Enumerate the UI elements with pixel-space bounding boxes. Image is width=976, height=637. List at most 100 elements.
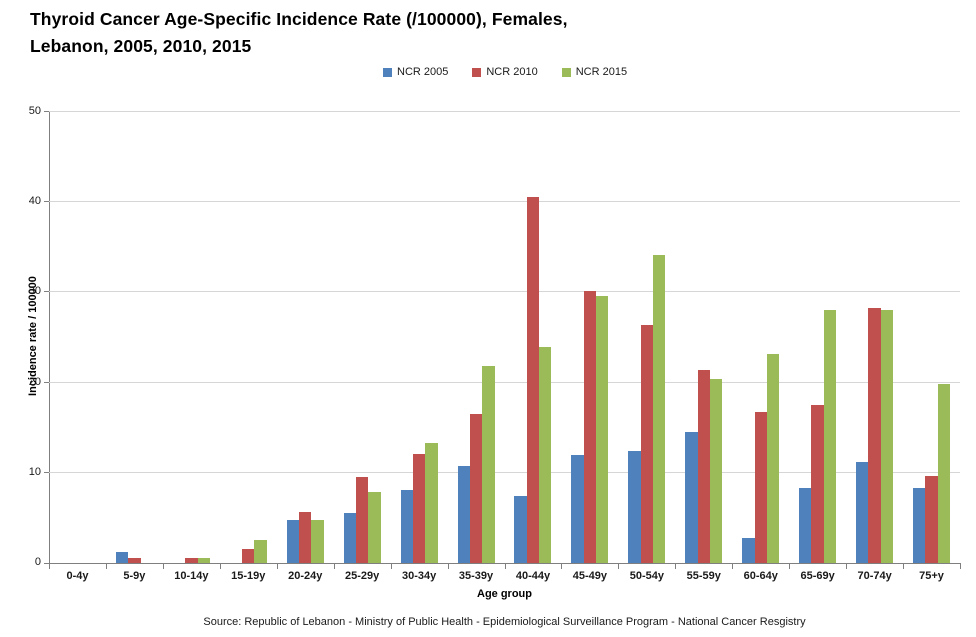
x-category-label-65-69y: 65-69y xyxy=(800,570,835,582)
chart-title-line1: Thyroid Cancer Age-Specific Incidence Ra… xyxy=(30,9,568,29)
bar-ncr-2015-60-64y xyxy=(766,353,780,563)
gridline-20 xyxy=(49,381,960,383)
bar-ncr-2015-50-54y xyxy=(653,255,666,563)
bar-ncr-2010-40-44y xyxy=(526,196,540,563)
x-category-label-70-74y: 70-74y xyxy=(857,570,892,582)
y-axis-tick-20 xyxy=(44,381,49,383)
x-category-label-35-39y: 35-39y xyxy=(458,570,494,582)
x-axis-tick xyxy=(561,564,563,569)
bar-ncr-2005-20-24y xyxy=(286,519,300,563)
bar-ncr-2005-35-39y xyxy=(457,465,470,563)
y-axis-tick-50 xyxy=(44,111,49,112)
bar-ncr-2010-55-59y xyxy=(697,369,710,563)
x-axis-tick xyxy=(162,564,164,569)
bar-ncr-2010-45-49y xyxy=(583,291,597,563)
bar-ncr-2015-70-74y xyxy=(880,309,894,563)
x-axis-tick xyxy=(504,564,506,569)
x-axis-tick xyxy=(789,564,791,569)
legend-label: NCR 2015 xyxy=(575,66,628,78)
x-category-label-45-49y: 45-49y xyxy=(572,570,608,582)
chart-title-line2: Lebanon, 2005, 2010, 2015 xyxy=(30,36,252,56)
x-category-label-75+y: 75+y xyxy=(919,570,944,582)
bar-ncr-2005-75+y xyxy=(913,488,926,563)
bar-ncr-2015-25-29y xyxy=(368,491,381,563)
x-axis-tick xyxy=(675,564,677,569)
bar-ncr-2015-10-14y xyxy=(197,557,210,563)
legend-swatch-icon xyxy=(472,67,482,77)
x-axis-tick xyxy=(732,564,734,569)
bar-ncr-2005-40-44y xyxy=(514,496,527,563)
legend-swatch-icon xyxy=(383,67,392,77)
bar-ncr-2005-45-49y xyxy=(571,454,584,563)
x-category-label-10-14y: 10-14y xyxy=(174,570,209,582)
x-axis-tick xyxy=(105,564,107,569)
bar-ncr-2005-65-69y xyxy=(799,488,812,563)
bar-ncr-2015-65-69y xyxy=(823,310,837,563)
x-category-label-25-29y: 25-29y xyxy=(345,570,380,582)
y-tick-label-30: 30 xyxy=(28,285,41,298)
bar-ncr-2015-55-59y xyxy=(709,378,723,563)
y-tick-label-40: 40 xyxy=(28,195,41,208)
bar-ncr-2005-50-54y xyxy=(628,451,641,563)
legend-label: NCR 2010 xyxy=(486,66,538,78)
y-axis-tick-40 xyxy=(44,201,49,203)
bar-ncr-2005-5-9y xyxy=(115,552,129,563)
x-axis-tick xyxy=(333,564,335,569)
bar-ncr-2010-65-69y xyxy=(811,405,824,563)
gridline-10 xyxy=(49,471,960,473)
x-category-label-20-24y: 20-24y xyxy=(288,570,323,582)
x-category-label-0-4y: 0-4y xyxy=(66,570,89,582)
bar-ncr-2010-5-9y xyxy=(128,558,141,563)
bar-ncr-2015-20-24y xyxy=(311,519,324,563)
x-axis-tick xyxy=(276,564,278,569)
source-text: Source: Republic of Lebanon - Ministry o… xyxy=(203,616,806,628)
gridline-50 xyxy=(49,111,960,112)
bar-ncr-2015-40-44y xyxy=(539,346,552,563)
y-tick-label-20: 20 xyxy=(28,375,41,388)
x-axis-tick xyxy=(390,564,392,569)
bar-ncr-2005-60-64y xyxy=(742,537,755,563)
x-category-label-30-34y: 30-34y xyxy=(401,570,437,582)
bar-ncr-2005-30-34y xyxy=(400,489,413,563)
bar-ncr-2005-55-59y xyxy=(685,432,698,563)
legend-item-ncr-2005: NCR 2005 xyxy=(383,66,448,78)
y-axis-tick-30 xyxy=(44,291,49,293)
x-axis-tick xyxy=(846,564,848,569)
y-axis-tick-10 xyxy=(44,471,49,473)
legend-label: NCR 2005 xyxy=(397,66,449,78)
x-category-label-5-9y: 5-9y xyxy=(123,570,146,582)
bar-ncr-2015-30-34y xyxy=(425,443,438,563)
x-category-label-60-64y: 60-64y xyxy=(743,570,778,582)
y-tick-label-50: 50 xyxy=(28,105,41,117)
y-tick-label-10: 10 xyxy=(28,465,41,478)
x-axis-tick xyxy=(49,564,50,569)
bar-ncr-2010-30-34y xyxy=(412,453,426,563)
legend-item-ncr-2010: NCR 2010 xyxy=(472,66,538,78)
bar-ncr-2010-20-24y xyxy=(299,512,312,563)
bar-ncr-2010-15-19y xyxy=(242,549,255,563)
y-axis-tick-0 xyxy=(44,563,49,564)
bar-ncr-2005-70-74y xyxy=(856,461,869,563)
bar-ncr-2010-10-14y xyxy=(185,558,198,563)
gridline-40 xyxy=(49,201,960,203)
bar-ncr-2010-75+y xyxy=(925,475,938,563)
plot-area xyxy=(49,112,961,564)
bar-ncr-2010-35-39y xyxy=(469,414,483,563)
bar-ncr-2010-60-64y xyxy=(754,412,767,563)
x-axis-title: Age group xyxy=(477,588,532,600)
x-category-label-40-44y: 40-44y xyxy=(515,570,551,582)
x-category-label-50-54y: 50-54y xyxy=(629,570,664,582)
bar-ncr-2010-70-74y xyxy=(868,307,881,563)
bar-ncr-2010-25-29y xyxy=(355,477,369,563)
x-axis-tick xyxy=(960,564,961,569)
bar-ncr-2015-45-49y xyxy=(596,296,609,563)
bar-ncr-2015-15-19y xyxy=(254,540,267,563)
x-axis-tick xyxy=(447,564,449,569)
bar-ncr-2015-35-39y xyxy=(482,366,495,563)
chart-legend: NCR 2005 NCR 2010 NCR 2015 xyxy=(383,66,627,78)
x-axis-tick xyxy=(618,564,620,569)
bar-ncr-2015-75+y xyxy=(937,383,951,563)
y-tick-label-0: 0 xyxy=(34,556,41,568)
x-category-label-15-19y: 15-19y xyxy=(231,570,266,582)
